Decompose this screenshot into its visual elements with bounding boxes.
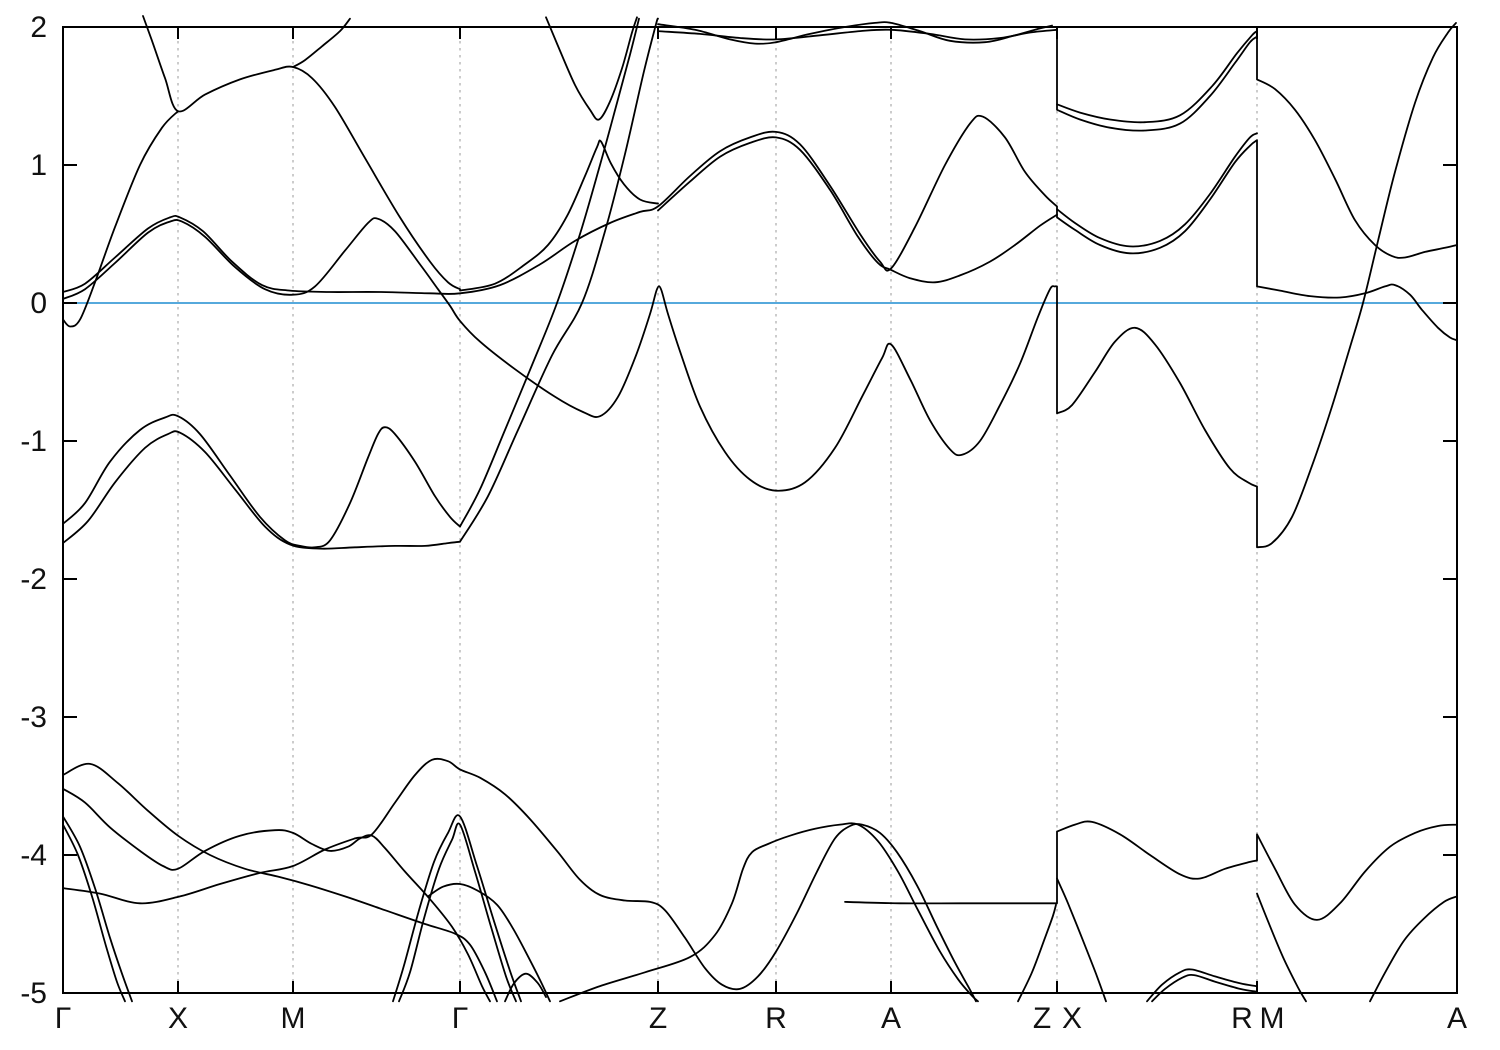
kpoint-label: R [1231,1002,1253,1035]
band-line [545,16,638,121]
band-line [62,413,461,549]
band-line [459,17,640,528]
band-line [62,823,126,1003]
band-line [62,787,491,1003]
band-line [657,28,1058,41]
band-line [559,822,979,1003]
y-axis-tick-label: -3 [20,701,47,734]
kpoint-label: X [168,1002,188,1035]
band-line [62,22,1457,549]
band-line [1056,820,1458,921]
band-line [292,17,351,68]
band-line [392,814,522,1003]
band-line [657,136,1058,284]
band-line [844,901,1057,905]
y-axis-tick-label: -4 [20,839,47,872]
band-line [142,15,461,291]
kpoint-label: A [881,1002,901,1035]
y-axis-tick-label: 1 [30,149,47,182]
y-axis-tick-label: 0 [30,287,47,320]
band-line [1056,132,1258,248]
band-line [62,114,1458,342]
kpoint-label: M [1260,1002,1285,1035]
band-line [62,757,977,1003]
band-line [1056,30,1258,124]
band-line [1056,877,1107,1003]
kpoint-label: Z [1033,1002,1051,1035]
band-line [504,972,547,1003]
band-line [62,762,498,1003]
kpoint-label: Γ [55,1002,72,1035]
y-axis-tick-label: 2 [30,11,47,44]
y-axis-tick-label: -5 [20,977,47,1010]
kpoint-label: X [1062,1002,1082,1035]
band-line [398,822,517,1003]
kpoint-label: A [1447,1002,1467,1035]
band-line [62,815,133,1003]
band-line [459,17,659,543]
band-line [459,139,659,292]
band-line [1369,895,1458,1003]
plot-frame [62,26,1458,994]
kpoint-label: Z [649,1002,667,1035]
y-axis-tick-label: -1 [20,425,47,458]
kpoint-label: R [765,1002,787,1035]
band-line [62,110,179,328]
band-line [1017,903,1057,1003]
band-line [657,21,1053,45]
band-line [427,882,551,1003]
band-line [1056,26,1458,259]
band-line [1151,974,1257,1003]
y-axis-tick-label: -2 [20,563,47,596]
band-line [62,430,461,550]
kpoint-label: Γ [452,1002,469,1035]
band-line [1146,968,1257,1003]
kpoint-label: M [281,1002,306,1035]
